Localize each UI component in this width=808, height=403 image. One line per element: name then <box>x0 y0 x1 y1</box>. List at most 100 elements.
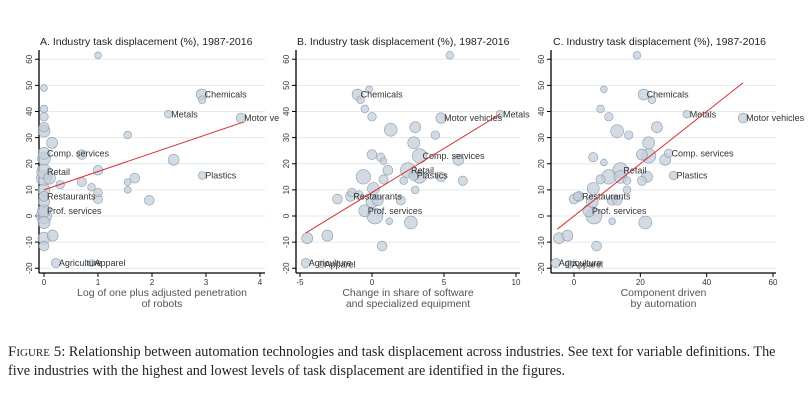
data-point <box>355 169 371 185</box>
data-point <box>198 95 207 104</box>
y-tick-label: -10 <box>25 236 34 248</box>
data-point <box>452 154 465 166</box>
data-point <box>37 216 51 229</box>
panel-c: C. Industry task displacement (%), 1987-… <box>537 36 805 310</box>
y-tick-label: 0 <box>537 213 546 218</box>
data-point <box>663 148 674 158</box>
data-point <box>445 51 454 60</box>
data-point <box>332 193 343 205</box>
x-tick-label: 2 <box>150 278 155 287</box>
y-tick-label: -10 <box>537 236 546 248</box>
point-label: Plastics <box>205 171 237 181</box>
data-point <box>642 136 655 150</box>
data-point <box>376 240 388 252</box>
data-point <box>365 85 373 93</box>
fit-line <box>305 113 501 234</box>
data-point <box>596 104 605 114</box>
figure-caption: Figure 5: Relationship between automatio… <box>8 343 800 381</box>
data-point <box>39 104 49 114</box>
y-tick-label: 10 <box>282 185 291 194</box>
data-point <box>94 51 102 60</box>
y-tick-label: 30 <box>282 133 291 142</box>
x-tick-label: 5 <box>442 278 447 287</box>
panel-title: B. Industry task displacement (%), 1987-… <box>297 36 510 48</box>
data-point <box>408 170 419 181</box>
x-tick-label: 60 <box>769 278 778 287</box>
data-point <box>622 185 632 195</box>
data-point <box>300 258 311 268</box>
point-label: Agriculture <box>59 258 102 268</box>
data-point <box>40 84 48 92</box>
data-point <box>317 260 326 269</box>
y-tick-label: 0 <box>25 213 34 218</box>
data-point <box>123 186 132 194</box>
data-point <box>588 152 599 163</box>
data-point <box>367 112 377 122</box>
data-point <box>604 112 614 122</box>
y-tick-label: 20 <box>537 159 546 168</box>
data-point <box>411 185 420 195</box>
point-label: Retail <box>47 167 70 177</box>
y-tick-label: 50 <box>282 80 291 89</box>
data-point <box>457 175 468 186</box>
data-point <box>167 154 180 166</box>
data-point <box>564 260 574 269</box>
x-tick-label: -5 <box>296 278 304 287</box>
data-point <box>39 112 49 122</box>
figure-panels: A. Industry task displacement (%), 1987-… <box>25 36 805 310</box>
x-axis-label: and specialized equipment <box>346 298 470 310</box>
data-point <box>385 217 393 225</box>
data-point <box>624 130 634 140</box>
data-point <box>409 121 422 133</box>
data-point <box>435 171 447 183</box>
data-point <box>595 174 606 185</box>
figure-label: Figure 5: <box>8 344 66 360</box>
data-point <box>367 182 380 195</box>
x-tick-label: 0 <box>42 278 47 287</box>
data-point <box>144 195 155 206</box>
y-tick-label: 60 <box>25 54 34 63</box>
y-tick-label: 30 <box>25 133 34 142</box>
data-point <box>561 229 574 242</box>
point-label: Comp. services <box>423 151 486 161</box>
data-point <box>358 204 372 218</box>
point-label: Prof. services <box>47 206 102 216</box>
point-label: Motor ve <box>244 113 279 123</box>
x-tick-label: 3 <box>204 278 209 287</box>
data-point <box>637 88 650 101</box>
point-label: Retail <box>623 165 646 175</box>
data-point <box>37 147 51 160</box>
x-axis-label: Change in share of software <box>342 287 473 299</box>
data-point <box>572 191 582 201</box>
point-label: Apparel <box>572 260 603 270</box>
point-label: Comp. services <box>672 149 735 159</box>
data-point <box>46 137 58 149</box>
point-label: Prof. services <box>592 206 647 216</box>
data-point <box>591 240 602 252</box>
data-point <box>435 112 447 124</box>
data-point <box>379 157 388 165</box>
data-point <box>164 109 173 119</box>
y-tick-label: 30 <box>537 133 546 142</box>
data-point <box>399 176 408 185</box>
y-tick-label: 10 <box>25 185 34 194</box>
data-point <box>586 182 600 195</box>
y-tick-label: -20 <box>25 262 34 274</box>
point-label: Chemicals <box>361 90 404 100</box>
data-point <box>301 232 314 245</box>
point-label: Apparel <box>95 258 126 268</box>
panel-b: B. Industry task displacement (%), 1987-… <box>282 36 530 310</box>
data-point <box>76 177 87 187</box>
x-axis-label: of robots <box>142 298 183 310</box>
data-point <box>38 191 50 202</box>
data-point <box>360 104 369 114</box>
data-point <box>611 195 623 206</box>
y-tick-label: 0 <box>282 213 291 218</box>
y-tick-label: -20 <box>537 262 546 274</box>
point-label: Agriculture <box>559 258 602 268</box>
x-tick-label: 10 <box>512 278 521 287</box>
y-tick-label: 60 <box>537 54 546 63</box>
caption-text: Relationship between automation technolo… <box>8 344 776 379</box>
data-point <box>76 149 88 160</box>
data-point <box>321 229 334 242</box>
